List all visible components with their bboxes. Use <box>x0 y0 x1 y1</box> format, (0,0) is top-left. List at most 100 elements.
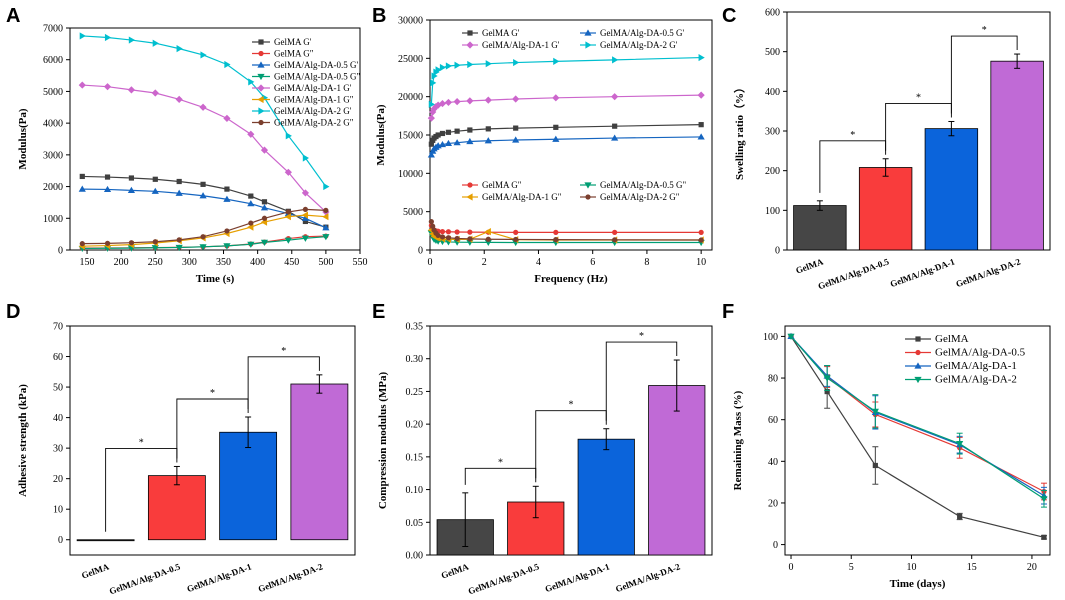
data-point <box>552 94 560 102</box>
x-tick-label: 200 <box>114 257 129 268</box>
data-point <box>430 105 438 113</box>
data-point <box>445 129 452 135</box>
data-point <box>435 66 442 74</box>
y-tick-label: 0.15 <box>406 452 424 463</box>
series-2 <box>427 91 705 122</box>
y-tick-label: 1000 <box>43 214 63 225</box>
legend-item: GelMA/Alg-DA-1 <box>905 360 1017 372</box>
data-point <box>438 99 447 108</box>
data-point <box>200 51 207 59</box>
data-point <box>103 83 112 91</box>
data-point <box>453 98 461 106</box>
data-point <box>200 181 206 187</box>
y-tick-label: 600 <box>765 8 780 19</box>
data-point <box>438 140 447 148</box>
data-point <box>176 45 183 53</box>
data-point <box>302 218 309 225</box>
x-tick-label: 450 <box>284 257 299 268</box>
legend-label: GelMA/Alg-DA-1 <box>935 360 1017 372</box>
legend-marker <box>584 29 592 36</box>
data-point <box>467 236 473 242</box>
legend-marker <box>467 30 473 36</box>
data-point <box>485 126 491 132</box>
series-3 <box>787 333 1048 508</box>
legend-marker <box>257 84 265 92</box>
y-tick-label: 2000 <box>43 182 63 193</box>
data-point <box>1040 496 1048 503</box>
data-point <box>484 96 492 104</box>
legend-label: GelMA G" <box>274 49 314 59</box>
series-0 <box>79 173 329 230</box>
data-point <box>428 219 434 225</box>
series-7 <box>79 206 329 247</box>
data-point <box>285 209 291 215</box>
y-axis-label: Adhesive strength (kPa) <box>17 384 29 497</box>
data-point <box>128 36 136 44</box>
panel-label: A <box>6 5 20 27</box>
x-category-label: GelMA <box>440 561 471 580</box>
data-point <box>429 108 437 116</box>
data-point <box>301 235 310 242</box>
data-point <box>612 237 618 243</box>
x-tick-label: 4 <box>536 257 541 268</box>
legend-marker <box>914 376 922 384</box>
data-point <box>428 100 435 108</box>
data-point <box>957 513 963 520</box>
legend-label: GelMA/Alg-DA-1 G" <box>482 192 562 202</box>
x-tick-label: 150 <box>80 257 95 268</box>
y-axis-label: Remaining Mass (%) <box>732 390 744 490</box>
y-axis-label: Modulus(Pa) <box>375 104 387 165</box>
y-tick-label: 5000 <box>403 207 423 218</box>
data-point <box>427 151 435 158</box>
bar <box>648 385 706 556</box>
data-point <box>453 139 461 146</box>
panel-b: B 0 2 4 6 8 10 0 5000 10000 15000 20000 25000 30000 Fr… <box>372 5 713 285</box>
data-point <box>260 146 269 154</box>
data-point <box>484 228 491 236</box>
y-tick-label: 0.35 <box>406 322 424 333</box>
legend-item: GelMA/Alg-DA-0.5 G" <box>580 180 686 190</box>
data-point <box>445 229 452 235</box>
series-7 <box>428 219 704 243</box>
data-point <box>611 93 619 101</box>
x-category-label: GelMA/Alg-DA-1 <box>889 256 957 289</box>
legend-label: GelMA G" <box>482 180 522 190</box>
y-tick-label: 40 <box>768 457 778 468</box>
y-tick-label: 4000 <box>43 119 63 130</box>
data-point <box>78 81 86 89</box>
x-tick-label: 10 <box>696 257 706 268</box>
series-0 <box>428 122 704 147</box>
data-point <box>224 228 230 234</box>
bracket-line <box>950 35 1018 114</box>
data-point <box>1041 534 1047 540</box>
legend-item: GelMA/Alg-DA-1 G' <box>252 83 352 93</box>
data-point <box>322 213 329 221</box>
x-axis-label: Time (s) <box>196 273 235 285</box>
data-point <box>199 103 207 111</box>
legend-label: GelMA/Alg-DA-0.5 G" <box>600 180 686 190</box>
plot-frame <box>429 325 713 556</box>
legend-marker <box>258 107 265 115</box>
legend-item: GelMA G' <box>252 37 312 47</box>
data-point <box>128 240 135 246</box>
data-point <box>445 62 453 70</box>
legend-marker <box>467 182 473 188</box>
x-axis-label: Frequency (Hz) <box>534 273 608 285</box>
legend-label: GelMA/Alg-DA-2 G" <box>274 118 354 128</box>
series-2 <box>78 185 330 231</box>
data-point <box>248 193 254 199</box>
x-category-label: GelMA <box>80 561 111 580</box>
significance-star: * <box>569 400 574 411</box>
y-tick-label: 100 <box>765 206 780 217</box>
legend-marker <box>915 336 921 342</box>
data-point <box>553 57 560 65</box>
data-point <box>301 211 309 219</box>
legend-label: GelMA/Alg-DA-2 G' <box>274 106 352 116</box>
legend-label: GelMA/Alg-DA-0.5 <box>935 347 1026 359</box>
legend-item: GelMA/Alg-DA-2 G" <box>252 118 354 128</box>
panel-label: F <box>722 301 734 323</box>
legend-item: GelMA/Alg-DA-1 G" <box>252 95 354 105</box>
data-point <box>176 178 182 185</box>
y-tick-label: 0.20 <box>406 420 424 431</box>
